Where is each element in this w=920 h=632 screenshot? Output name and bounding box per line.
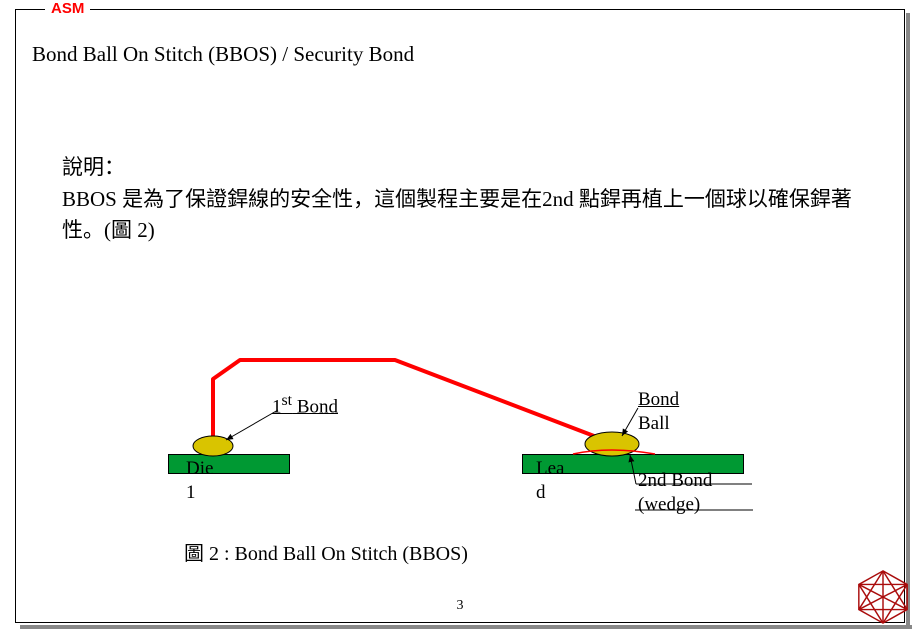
page-number: 3 <box>457 598 464 614</box>
figure-caption: 圖 2 : Bond Ball On Stitch (BBOS) <box>184 537 468 566</box>
logo-icon <box>854 568 912 626</box>
bond-wire <box>213 360 615 444</box>
bond-ball <box>585 432 639 456</box>
callout-first-bond <box>226 410 278 440</box>
callout-2nd-pointer <box>630 455 636 484</box>
callout-bond-ball <box>622 408 638 436</box>
